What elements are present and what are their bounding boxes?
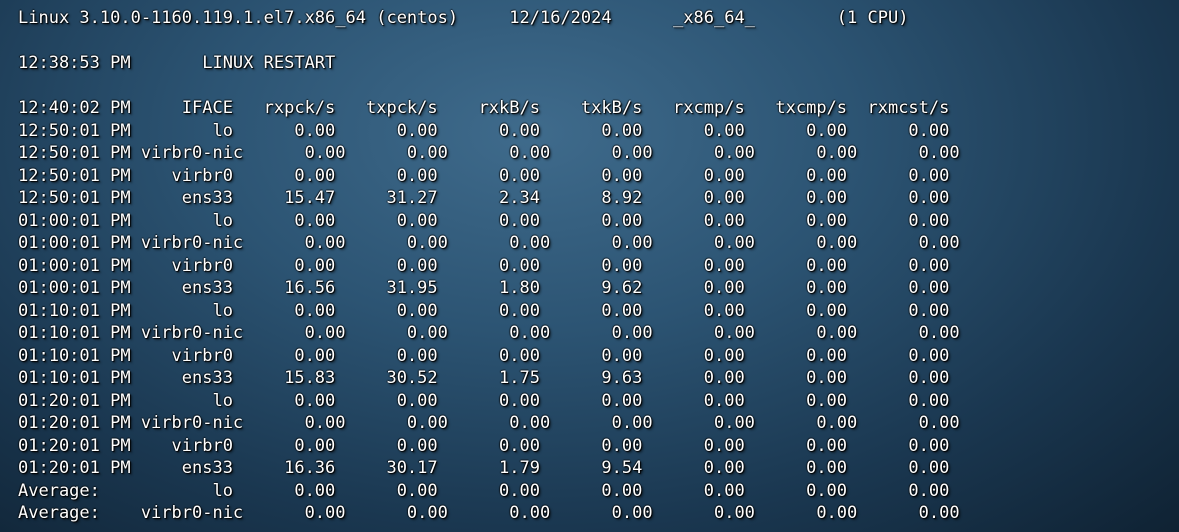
data-row: 01:10:01 PM virbr0 0.00 0.00 0.00 0.00 0… bbox=[18, 345, 950, 366]
data-row: 01:20:01 PM ens33 16.36 30.17 1.79 9.54 … bbox=[18, 458, 950, 478]
data-row: 01:20:01 PM virbr0-nic 0.00 0.00 0.00 0.… bbox=[18, 413, 960, 433]
blank-line bbox=[18, 30, 1179, 53]
data-row: 01:10:01 PM ens33 15.83 30.52 1.75 9.63 … bbox=[18, 368, 950, 388]
column-header-line: 12:40:02 PM IFACE rxpck/s txpck/s rxkB/s… bbox=[18, 98, 950, 118]
data-row: 01:00:01 PM virbr0-nic 0.00 0.00 0.00 0.… bbox=[18, 233, 960, 253]
data-row: 12:50:01 PM ens33 15.47 31.27 2.34 8.92 … bbox=[18, 188, 950, 208]
data-row: 12:50:01 PM virbr0 0.00 0.00 0.00 0.00 0… bbox=[18, 165, 950, 186]
data-row: 01:00:01 PM ens33 16.56 31.95 1.80 9.62 … bbox=[18, 278, 950, 298]
data-row: 01:10:01 PM lo 0.00 0.00 0.00 0.00 0.00 … bbox=[18, 300, 950, 321]
system-info-line: Linux 3.10.0-1160.119.1.el7.x86_64 (cent… bbox=[18, 8, 909, 28]
average-row: Average: virbr0-nic 0.00 0.00 0.00 0.00 … bbox=[18, 503, 960, 523]
average-row: Average: lo 0.00 0.00 0.00 0.00 0.00 0.0… bbox=[18, 480, 950, 501]
data-row: 01:00:01 PM virbr0 0.00 0.00 0.00 0.00 0… bbox=[18, 255, 950, 276]
data-row: 01:20:01 PM virbr0 0.00 0.00 0.00 0.00 0… bbox=[18, 435, 950, 456]
data-row: 01:10:01 PM virbr0-nic 0.00 0.00 0.00 0.… bbox=[18, 323, 960, 343]
data-row: 01:20:01 PM lo 0.00 0.00 0.00 0.00 0.00 … bbox=[18, 390, 950, 411]
data-row: 01:00:01 PM lo 0.00 0.00 0.00 0.00 0.00 … bbox=[18, 210, 950, 231]
data-row: 12:50:01 PM virbr0-nic 0.00 0.00 0.00 0.… bbox=[18, 143, 960, 163]
blank-line bbox=[18, 75, 1179, 98]
restart-line: 12:38:53 PM LINUX RESTART bbox=[18, 53, 336, 73]
data-row: 12:50:01 PM lo 0.00 0.00 0.00 0.00 0.00 … bbox=[18, 120, 950, 141]
